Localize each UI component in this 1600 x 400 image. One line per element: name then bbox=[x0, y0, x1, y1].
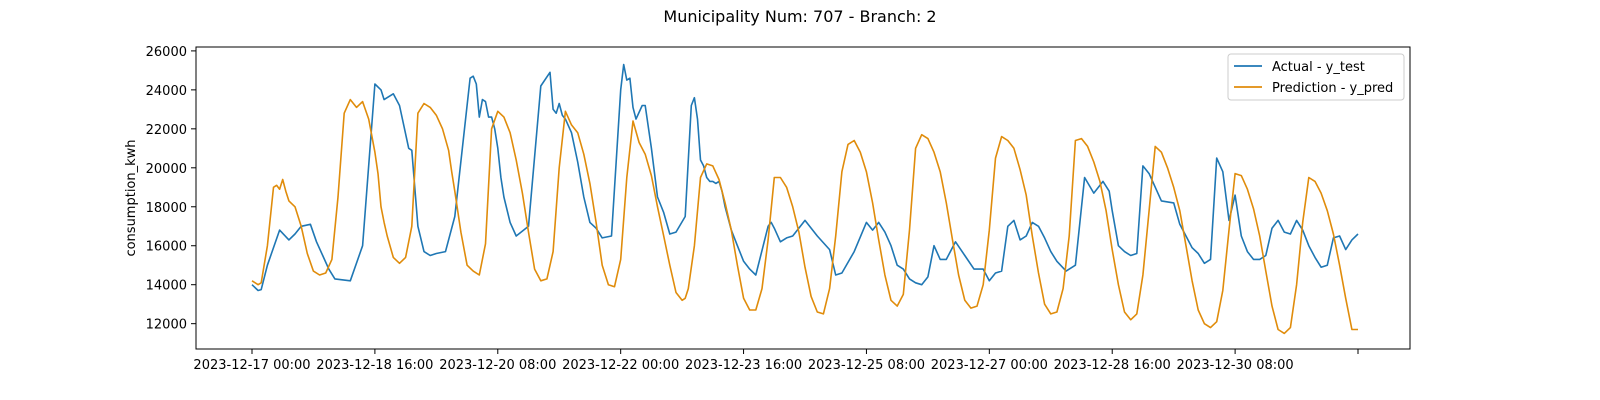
y-axis: 12000 14000 16000 18000 20000 22000 24000 26000 bbox=[146, 45, 196, 333]
legend: Actual - y_test Prediction - y_pred bbox=[1227, 53, 1405, 101]
y-tick-label: 12000 bbox=[146, 318, 187, 333]
x-tick-label: 2023-12-27 00:00 bbox=[931, 358, 1048, 373]
y-tick-label: 22000 bbox=[146, 123, 187, 138]
x-tick-label: 2023-12-20 08:00 bbox=[439, 358, 556, 373]
x-tick-label: 2023-12-22 00:00 bbox=[562, 358, 679, 373]
y-tick-label: 24000 bbox=[146, 84, 187, 99]
y-tick-label: 16000 bbox=[146, 240, 187, 255]
y-tick-label: 18000 bbox=[146, 201, 187, 216]
y-tick-label: 26000 bbox=[146, 45, 187, 60]
legend-label: Actual - y_test bbox=[1272, 60, 1365, 75]
series-line-prediction bbox=[251, 98, 1358, 335]
x-tick-label: 2023-12-18 16:00 bbox=[316, 358, 433, 373]
plot-area bbox=[195, 46, 1411, 350]
chart-title: Municipality Num: 707 - Branch: 2 bbox=[663, 7, 936, 26]
legend-box bbox=[1227, 53, 1405, 101]
series-line-actual bbox=[251, 63, 1359, 292]
y-tick-label: 14000 bbox=[146, 279, 187, 294]
x-tick-label: 2023-12-25 08:00 bbox=[808, 358, 925, 373]
legend-label: Prediction - y_pred bbox=[1272, 81, 1393, 96]
y-axis-label: consumption_kwh bbox=[124, 139, 139, 256]
x-tick-label: 2023-12-30 08:00 bbox=[1177, 358, 1294, 373]
x-axis: 2023-12-17 00:00 2023-12-18 16:00 2023-12-… bbox=[193, 349, 1359, 373]
x-tick-label: 2023-12-17 00:00 bbox=[193, 358, 310, 373]
series-lines bbox=[251, 63, 1359, 335]
x-tick-label: 2023-12-28 16:00 bbox=[1054, 358, 1171, 373]
x-tick-label: 2023-12-23 16:00 bbox=[685, 358, 802, 373]
y-tick-label: 20000 bbox=[146, 162, 187, 177]
